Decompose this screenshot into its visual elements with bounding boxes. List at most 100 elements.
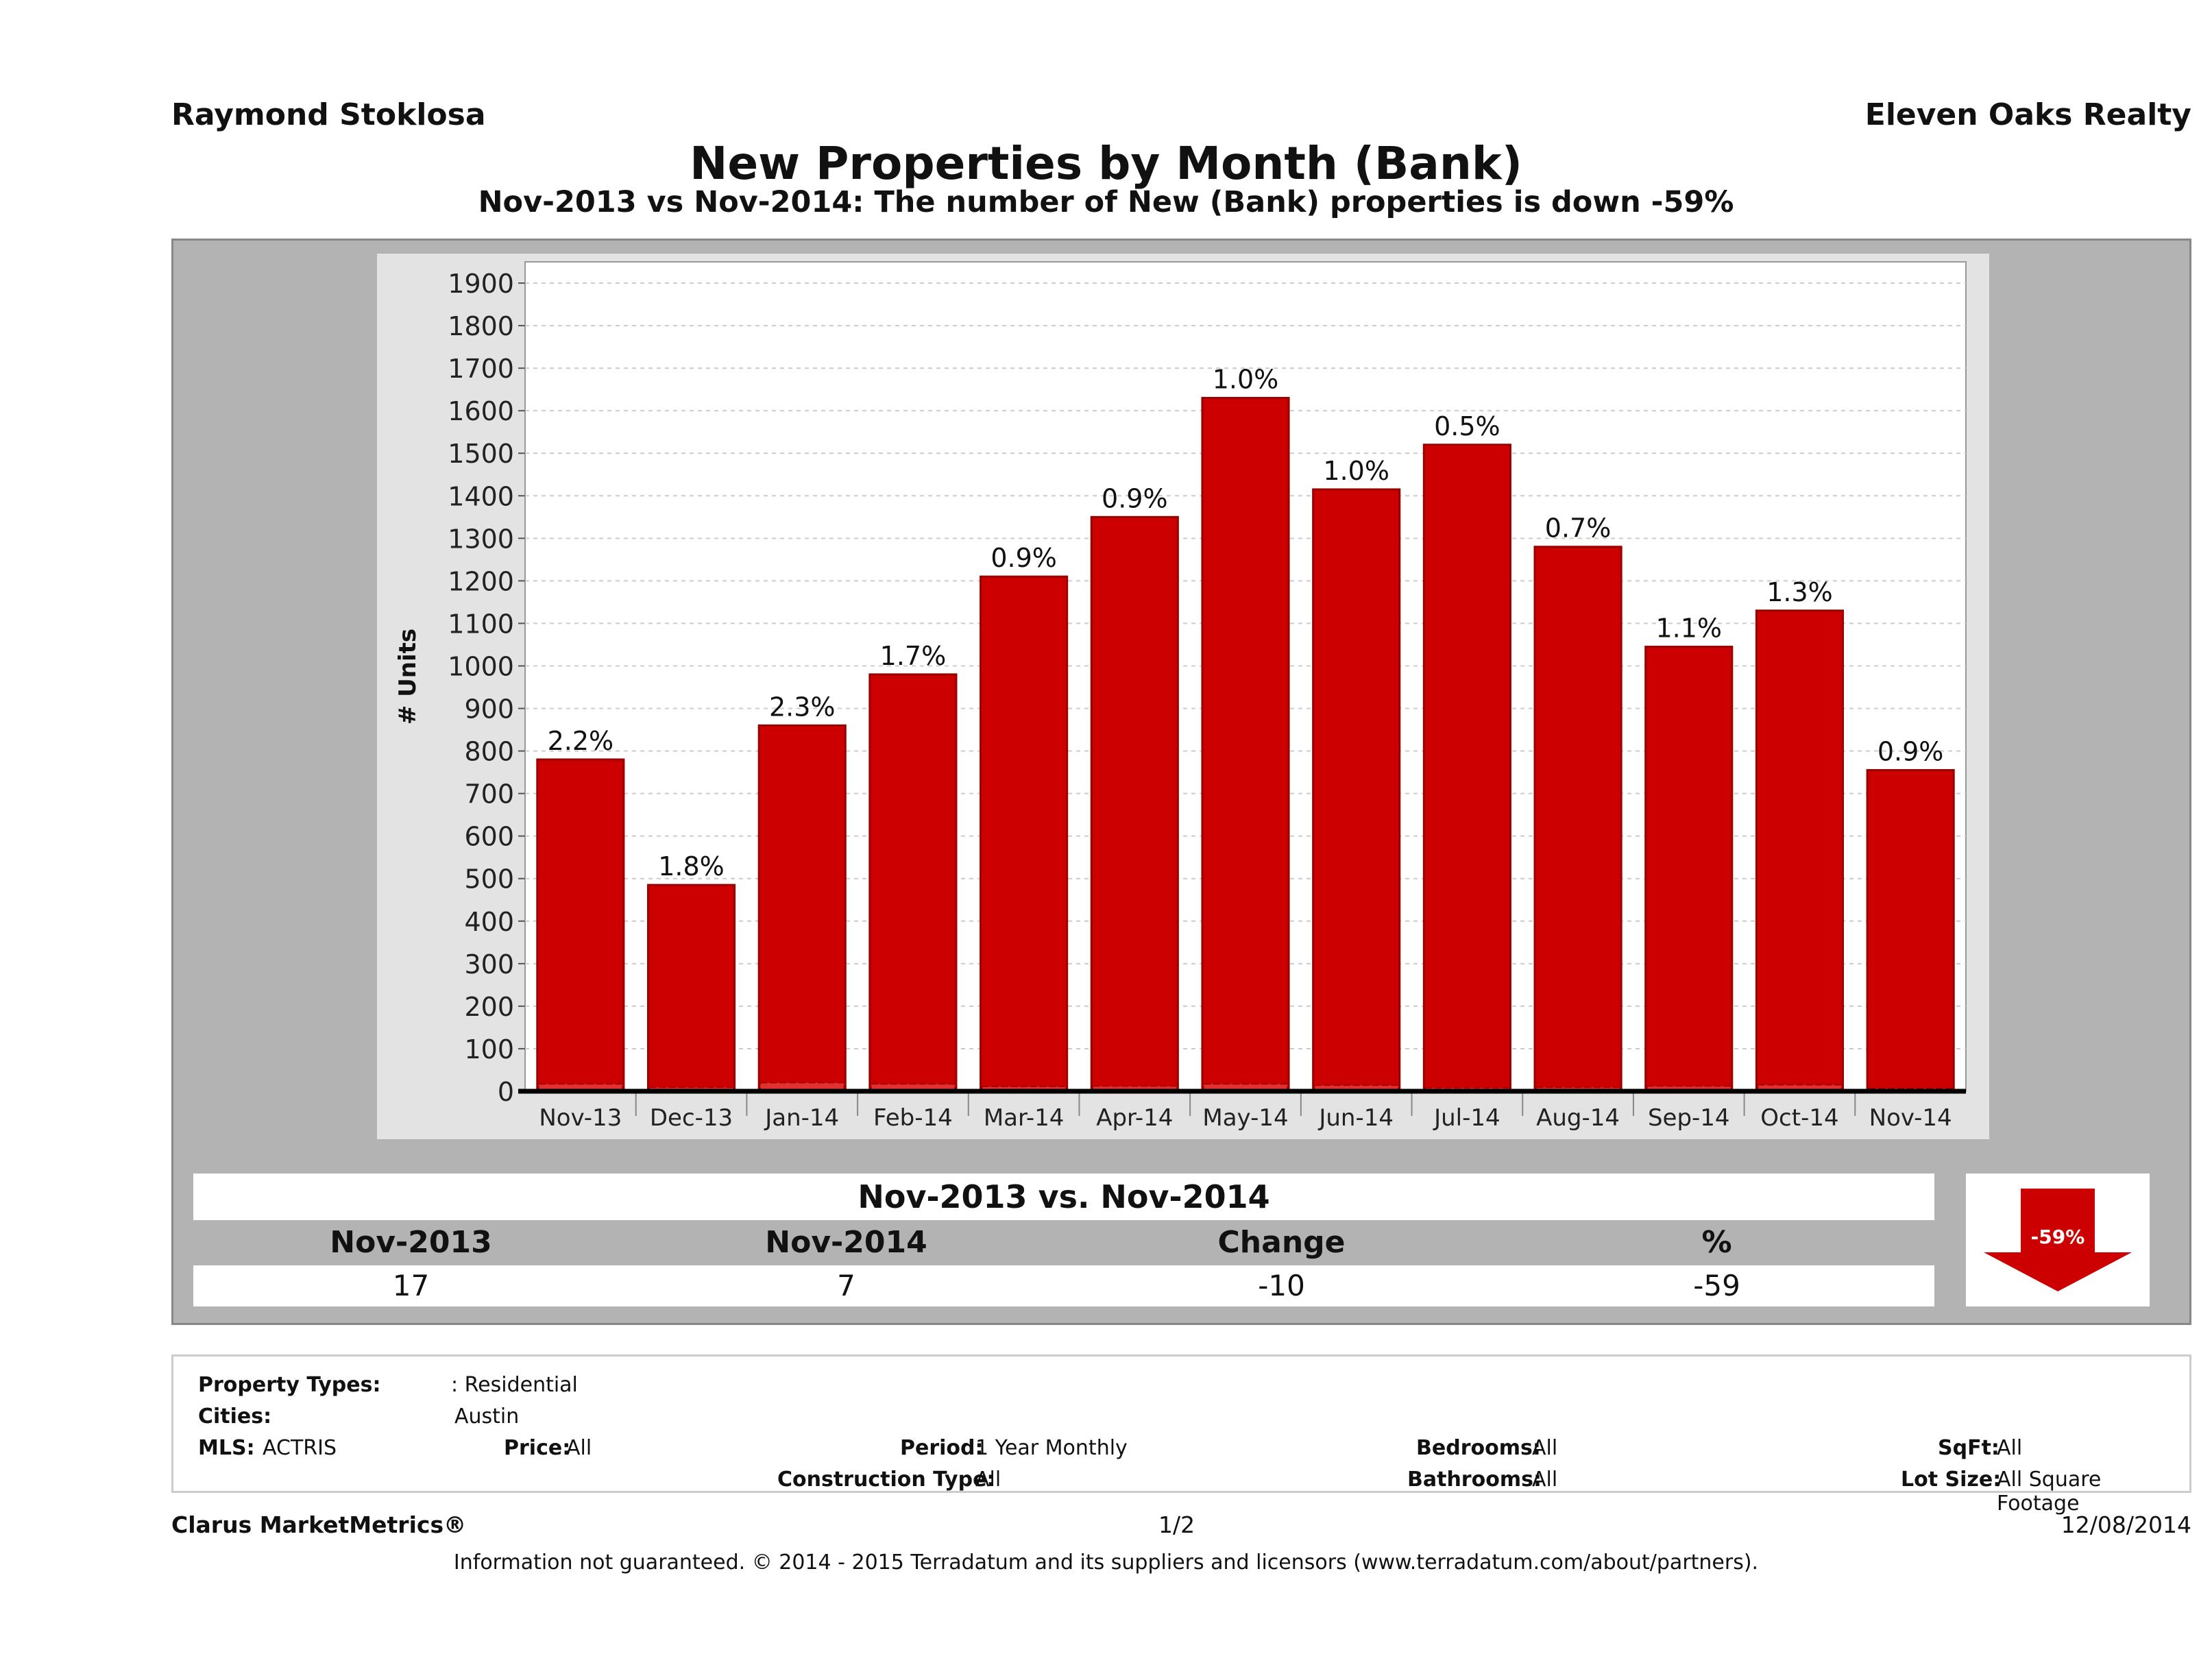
x-tick-label: Nov-14 xyxy=(1869,1104,1952,1132)
filter-property-types-value: : Residential xyxy=(451,1373,578,1397)
y-tick-label: 700 xyxy=(464,779,514,810)
x-tick-label: Sep-14 xyxy=(1648,1104,1730,1132)
down-arrow-icon: -59% xyxy=(1984,1189,2132,1291)
x-tick-label: Jan-14 xyxy=(764,1104,839,1132)
x-tick-label: Oct-14 xyxy=(1760,1104,1838,1132)
x-tick-label: Jul-14 xyxy=(1433,1104,1500,1132)
filter-mls-value: ACTRIS xyxy=(263,1436,337,1460)
filter-bathrooms-value: All xyxy=(1532,1468,1558,1492)
y-tick-label: 200 xyxy=(464,992,514,1022)
y-tick-label: 100 xyxy=(464,1034,514,1065)
x-tick-label: Feb-14 xyxy=(873,1104,953,1132)
footer-disclaimer: Information not guaranteed. © 2014 - 201… xyxy=(453,1551,1759,1574)
filter-bathrooms-label: Bathrooms: xyxy=(1407,1468,1542,1492)
filter-property-types-label: Property Types: xyxy=(198,1373,381,1397)
bank-bar xyxy=(1757,1084,1843,1092)
y-tick-label: 800 xyxy=(464,737,514,767)
filter-price-value: All xyxy=(566,1436,592,1460)
summary-header-change: Change xyxy=(1217,1225,1346,1260)
data-label: 1.0% xyxy=(1213,365,1279,395)
chart-panel: 0 100 200 300 400 500 600 700 800 900 1000 1100 1200… xyxy=(377,254,1989,1139)
summary-table: Nov-2013 vs. Nov-2014 Nov-2013 Nov-2014 … xyxy=(193,1174,1934,1308)
y-tick-label: 1100 xyxy=(448,609,514,639)
y-tick-label: 1800 xyxy=(448,311,514,341)
filter-bedrooms-value: All xyxy=(1532,1436,1558,1460)
filter-period-value: 1 Year Monthly xyxy=(975,1436,1128,1460)
data-label: 1.3% xyxy=(1766,577,1833,607)
summary-value-end: 7 xyxy=(837,1269,855,1302)
filter-lotsize-value: All Square Footage xyxy=(1997,1468,2102,1516)
x-tick-label: Aug-14 xyxy=(1536,1104,1620,1132)
bar xyxy=(646,884,736,1093)
bar xyxy=(1312,488,1401,1093)
bar xyxy=(536,758,625,1093)
summary-values-row: 17 7 -10 -59 xyxy=(193,1265,1934,1306)
summary-value-start: 17 xyxy=(392,1269,430,1302)
bar xyxy=(1644,646,1734,1093)
data-label: 1.0% xyxy=(1323,456,1389,486)
summary-header-percent: % xyxy=(1701,1225,1732,1260)
filter-price-label: Price: xyxy=(504,1436,571,1460)
bank-bar xyxy=(1203,1083,1288,1092)
filter-lotsize-label: Lot Size: xyxy=(1901,1468,2002,1492)
x-tick-label: Jun-14 xyxy=(1317,1104,1394,1132)
report-title: New Properties by Month (Bank) xyxy=(690,137,1522,190)
data-label: 0.5% xyxy=(1434,411,1500,441)
filters-panel: Property Types: : Residential Cities: Au… xyxy=(171,1354,2191,1516)
bar-chart: 0 100 200 300 400 500 600 700 800 900 1000 1100 1200… xyxy=(394,261,1967,1132)
data-label: 2.2% xyxy=(548,726,614,756)
bar xyxy=(757,724,847,1093)
data-label: 0.9% xyxy=(1877,737,1944,767)
data-label: 1.7% xyxy=(880,641,947,671)
bar xyxy=(868,673,958,1093)
change-badge-text: -59% xyxy=(2031,1226,2085,1248)
y-tick-label: 600 xyxy=(464,822,514,852)
footer-page-number: 1/2 xyxy=(1158,1511,1195,1538)
data-label: 1.8% xyxy=(658,851,725,881)
bar xyxy=(1533,546,1622,1093)
x-tick-label: Mar-14 xyxy=(984,1104,1065,1132)
y-tick-label: 1900 xyxy=(448,269,514,299)
company-name: Eleven Oaks Realty xyxy=(1864,97,2191,132)
x-tick-label: Apr-14 xyxy=(1096,1104,1173,1132)
y-tick-label: 500 xyxy=(464,864,514,895)
bar xyxy=(1866,769,1955,1093)
y-tick-label: 0 xyxy=(498,1077,514,1107)
bank-bar xyxy=(871,1083,956,1092)
filter-construction-label: Construction Type: xyxy=(777,1468,995,1492)
filter-sqft-value: All xyxy=(1997,1436,2023,1460)
filter-mls-label: MLS: xyxy=(198,1436,255,1460)
y-tick-label: 300 xyxy=(464,949,514,980)
filter-sqft-label: SqFt: xyxy=(1938,1436,2000,1460)
y-tick-label: 1500 xyxy=(448,439,514,469)
y-axis-label: # Units xyxy=(394,629,422,725)
y-tick-label: 1000 xyxy=(448,651,514,681)
y-tick-label: 900 xyxy=(464,694,514,725)
y-tick-label: 1700 xyxy=(448,354,514,384)
data-label: 1.1% xyxy=(1655,613,1722,644)
data-label: 0.9% xyxy=(990,543,1057,573)
footer-brand: Clarus MarketMetrics® xyxy=(171,1511,467,1538)
x-tick-label: May-14 xyxy=(1202,1104,1288,1132)
filter-period-label: Period: xyxy=(900,1436,984,1460)
filter-cities-label: Cities: xyxy=(198,1405,272,1428)
summary-value-percent: -59 xyxy=(1693,1269,1740,1302)
bar xyxy=(1090,515,1179,1093)
y-tick-label: 1400 xyxy=(448,481,514,511)
bar xyxy=(1755,609,1845,1093)
filter-construction-value: All xyxy=(975,1468,1001,1492)
bar xyxy=(980,575,1069,1093)
data-label: 0.7% xyxy=(1545,513,1612,544)
report-subtitle: Nov-2013 vs Nov-2014: The number of New … xyxy=(478,185,1734,219)
y-tick-label: 400 xyxy=(464,907,514,937)
summary-value-change: -10 xyxy=(1258,1269,1305,1302)
summary-title: Nov-2013 vs. Nov-2014 xyxy=(193,1174,1934,1220)
filter-cities-value: Austin xyxy=(454,1405,520,1428)
filter-bedrooms-label: Bedrooms: xyxy=(1416,1436,1541,1460)
y-tick-label: 1200 xyxy=(448,566,514,596)
y-tick-label: 1600 xyxy=(448,396,514,426)
agent-name: Raymond Stoklosa xyxy=(171,97,486,132)
summary-header-end: Nov-2014 xyxy=(765,1225,927,1260)
summary-header-start: Nov-2013 xyxy=(330,1225,492,1260)
bar xyxy=(1422,443,1511,1093)
